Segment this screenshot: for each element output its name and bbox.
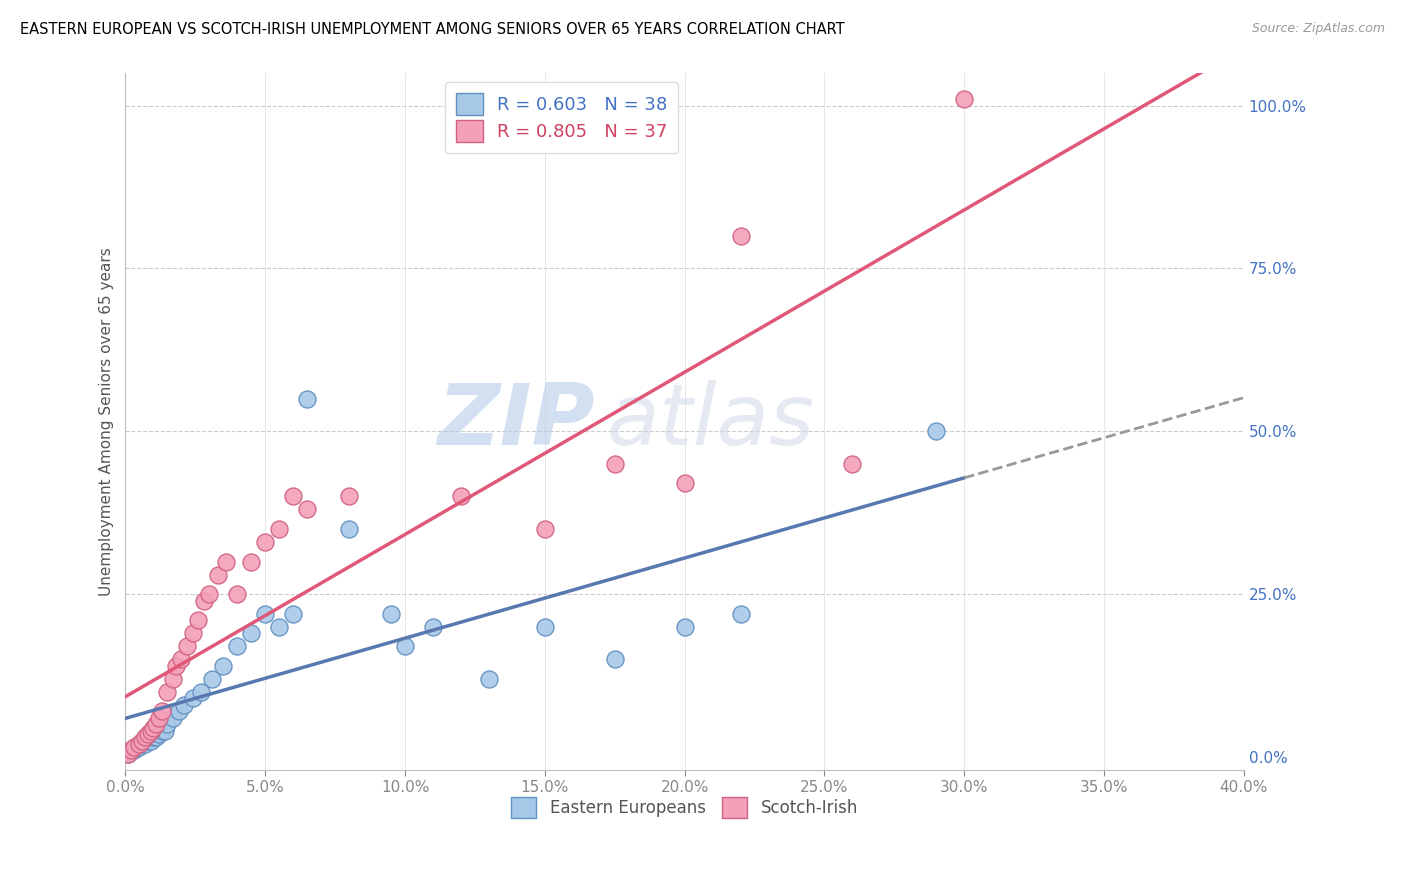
Point xyxy=(841,457,863,471)
Point xyxy=(162,672,184,686)
Point xyxy=(122,743,145,757)
Point xyxy=(117,747,139,761)
Point xyxy=(953,92,976,106)
Point xyxy=(145,731,167,745)
Point xyxy=(380,607,402,621)
Point xyxy=(207,567,229,582)
Point xyxy=(478,672,501,686)
Point xyxy=(131,737,153,751)
Point xyxy=(142,721,165,735)
Point xyxy=(730,228,752,243)
Point xyxy=(226,587,249,601)
Text: atlas: atlas xyxy=(606,380,814,463)
Point xyxy=(181,626,204,640)
Point xyxy=(128,740,150,755)
Point xyxy=(603,652,626,666)
Point xyxy=(148,727,170,741)
Point xyxy=(534,522,557,536)
Point xyxy=(450,490,472,504)
Point xyxy=(139,723,162,738)
Point xyxy=(145,717,167,731)
Point xyxy=(269,522,291,536)
Point xyxy=(337,522,360,536)
Point xyxy=(603,457,626,471)
Point xyxy=(134,737,156,751)
Point xyxy=(201,672,224,686)
Point xyxy=(120,743,142,757)
Text: ZIP: ZIP xyxy=(437,380,595,463)
Point xyxy=(156,717,179,731)
Point xyxy=(122,740,145,755)
Point xyxy=(730,607,752,621)
Point xyxy=(240,626,263,640)
Point xyxy=(165,658,187,673)
Point xyxy=(120,743,142,757)
Point xyxy=(117,747,139,761)
Point xyxy=(162,711,184,725)
Point xyxy=(240,555,263,569)
Point xyxy=(139,733,162,747)
Point xyxy=(422,620,444,634)
Point xyxy=(156,685,179,699)
Point xyxy=(212,658,235,673)
Point xyxy=(283,490,305,504)
Point xyxy=(190,685,212,699)
Point xyxy=(150,723,173,738)
Point xyxy=(181,691,204,706)
Legend: Eastern Europeans, Scotch-Irish: Eastern Europeans, Scotch-Irish xyxy=(505,790,865,824)
Point xyxy=(198,587,221,601)
Point xyxy=(170,652,193,666)
Point xyxy=(142,731,165,745)
Text: Source: ZipAtlas.com: Source: ZipAtlas.com xyxy=(1251,22,1385,36)
Point xyxy=(254,535,277,549)
Point xyxy=(215,555,238,569)
Point xyxy=(534,620,557,634)
Point xyxy=(673,476,696,491)
Point xyxy=(128,737,150,751)
Point xyxy=(167,705,190,719)
Text: EASTERN EUROPEAN VS SCOTCH-IRISH UNEMPLOYMENT AMONG SENIORS OVER 65 YEARS CORREL: EASTERN EUROPEAN VS SCOTCH-IRISH UNEMPLO… xyxy=(20,22,845,37)
Point xyxy=(337,490,360,504)
Point xyxy=(176,639,198,653)
Point xyxy=(193,593,215,607)
Point xyxy=(153,723,176,738)
Point xyxy=(283,607,305,621)
Point xyxy=(226,639,249,653)
Point xyxy=(673,620,696,634)
Point xyxy=(394,639,416,653)
Point xyxy=(295,392,318,406)
Point xyxy=(925,424,948,438)
Point xyxy=(125,740,148,755)
Point xyxy=(254,607,277,621)
Y-axis label: Unemployment Among Seniors over 65 years: Unemployment Among Seniors over 65 years xyxy=(100,247,114,596)
Point xyxy=(136,727,159,741)
Point xyxy=(295,502,318,516)
Point xyxy=(136,733,159,747)
Point xyxy=(269,620,291,634)
Point xyxy=(131,733,153,747)
Point xyxy=(134,731,156,745)
Point xyxy=(187,613,209,627)
Point xyxy=(173,698,195,712)
Point xyxy=(148,711,170,725)
Point xyxy=(150,705,173,719)
